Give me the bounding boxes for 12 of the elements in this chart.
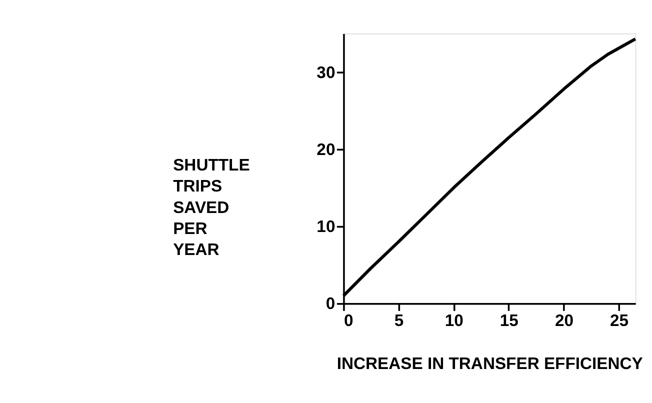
y-tick-label: 30 — [316, 62, 336, 82]
x-tick-label: 5 — [394, 310, 404, 330]
y-tick-label: 20 — [316, 140, 336, 159]
x-tick-label: 10 — [444, 310, 464, 330]
x-axis-title: INCREASE IN TRANSFER EFFICIENCY — [336, 354, 643, 373]
y-tick-label: 10 — [316, 217, 336, 236]
y-tick-label: 0 — [326, 294, 336, 314]
x-tick-label: 0 — [344, 310, 354, 330]
y-axis-title: SHUTTLE TRIPS SAVED PER YEAR — [173, 156, 250, 259]
x-tick-label: 15 — [500, 310, 518, 330]
x-tick-label: 20 — [554, 310, 574, 330]
x-tick-label: 25 — [610, 310, 629, 330]
